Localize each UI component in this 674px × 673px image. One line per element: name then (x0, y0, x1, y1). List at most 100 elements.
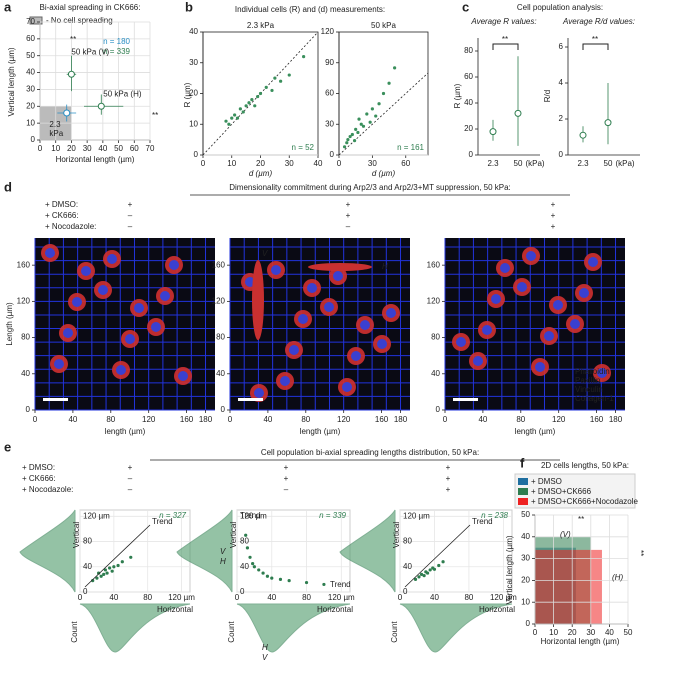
y-tick-label: 90 (325, 58, 334, 67)
y-tick-label: 40 (403, 562, 412, 571)
axis-label: Horizontal (317, 605, 353, 614)
x-tick-label: 30 (586, 628, 595, 637)
panel-label: f (520, 455, 525, 470)
histogram-bottom (399, 603, 513, 653)
channel-legend: Phalloidin (575, 367, 610, 376)
y-tick-label: 80 (216, 333, 225, 342)
nucleus (579, 288, 589, 298)
axis-label: length (µm) (300, 427, 341, 436)
nucleus (570, 319, 580, 329)
legend-swatch (518, 488, 528, 495)
row-mark: + (128, 200, 133, 209)
y-tick-label: 4 (559, 78, 564, 87)
point (265, 574, 270, 578)
point (419, 572, 424, 576)
y-tick-label: 10 (26, 118, 35, 127)
point (99, 574, 103, 578)
point (233, 113, 237, 117)
channel-legend: Collagen-1 (575, 394, 614, 403)
axis-label: length (µm) (105, 427, 146, 436)
y-tick-label: 20 (521, 576, 530, 585)
axis-label: R (µm) (453, 83, 462, 108)
point (604, 119, 612, 127)
sig-bracket (582, 43, 609, 50)
row-mark: – (346, 222, 351, 231)
y-tick-label: 40 (431, 369, 440, 378)
legend-swatch (518, 498, 528, 505)
axis-label: R (µm) (183, 82, 192, 107)
subplot-title: 2.3 kPa (247, 21, 275, 30)
x-tick-label: 0 (201, 159, 206, 168)
x-tick-label: 60 (401, 159, 410, 168)
x-tick-label: 50 (114, 144, 123, 153)
y-tick-label: 20 (464, 124, 473, 133)
axis-label: Horizontal length (µm) (541, 637, 620, 646)
point (350, 132, 354, 137)
point (244, 104, 248, 108)
point (97, 102, 105, 110)
y-tick-label: 120 µm (240, 511, 267, 520)
point (489, 128, 497, 136)
point (354, 127, 358, 131)
subplot-title: 50 kPa (371, 21, 396, 30)
x-tick-label: 40 (267, 593, 276, 602)
point (428, 568, 432, 572)
n-label: n = 339 (103, 47, 130, 56)
x-tick-label: 30 (285, 159, 294, 168)
y-tick-label: 80 (464, 46, 473, 55)
subtitle: Average R/d values: (562, 17, 635, 26)
row-label: + DMSO: (45, 200, 78, 209)
point (345, 141, 349, 145)
x-tick-label: 40 (263, 415, 272, 424)
unit-label: (kPa) (525, 159, 544, 168)
annotation: H (220, 557, 226, 566)
micrograph (35, 238, 215, 410)
point (387, 81, 391, 85)
point (357, 117, 361, 121)
nucleus (298, 314, 308, 324)
point (247, 101, 251, 105)
annotation: (V) (560, 530, 571, 539)
point (302, 55, 306, 59)
y-tick-label: 6 (559, 42, 564, 51)
y-tick-label: 120 (427, 296, 441, 305)
annotation: Trend (240, 511, 261, 520)
y-tick-label: 60 (464, 72, 473, 81)
x-tick-label: 120 (552, 415, 566, 424)
y-tick-label: 0 (403, 587, 408, 596)
nucleus (517, 282, 527, 292)
trend-line (404, 524, 471, 588)
x-tick-label: 120 µm (168, 593, 195, 602)
point-label: 50 kPa (H) (103, 89, 142, 98)
annotation: V (262, 249, 268, 258)
axis-label: Count (227, 621, 236, 643)
point (227, 122, 231, 126)
y-tick-label: 20 (189, 89, 198, 98)
point (252, 565, 256, 569)
y-tick-label: 50 (26, 51, 35, 60)
annotation: H (382, 262, 388, 271)
point (359, 122, 363, 126)
y-tick-label: 10 (521, 597, 530, 606)
significance: ** (70, 35, 76, 44)
point (95, 576, 99, 580)
x-tick-label: 2.3 (487, 159, 499, 168)
axis-label: Vertical (229, 522, 238, 548)
y-tick-label: 120 (212, 296, 226, 305)
title: Dimensionality commitment during Arp2/3 … (229, 183, 511, 192)
x-tick-label: 120 µm (490, 593, 517, 602)
legend-text: + DMSO+CK666+Nocodazole (531, 497, 639, 506)
point (393, 66, 397, 70)
annotation: Trend (330, 580, 351, 589)
point (250, 98, 254, 102)
point (258, 91, 263, 96)
point (304, 580, 309, 585)
point (248, 555, 252, 559)
point (287, 579, 291, 583)
nucleus (307, 283, 317, 293)
row-mark: + (346, 200, 351, 209)
axis-label: Count (390, 621, 399, 643)
annotation: V (262, 653, 268, 662)
nucleus (72, 297, 82, 307)
